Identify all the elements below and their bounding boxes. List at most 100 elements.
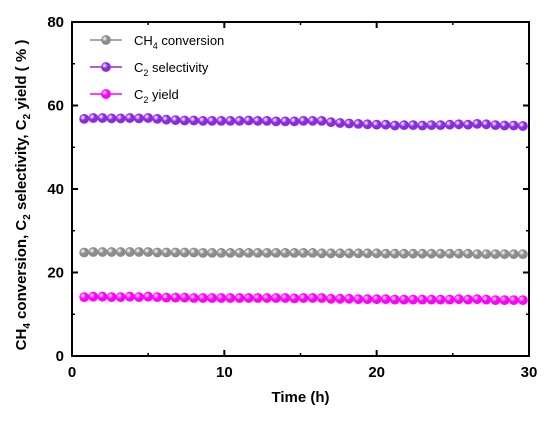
data-point-ch4-conversion bbox=[243, 247, 254, 258]
data-point-c2-selectivity bbox=[280, 116, 291, 127]
data-point-ch4-conversion bbox=[518, 249, 528, 259]
data-point-ch4-conversion bbox=[444, 248, 455, 259]
data-point-c2-yield bbox=[280, 293, 291, 303]
data-point-c2-yield bbox=[453, 294, 464, 305]
data-point-c2-selectivity bbox=[188, 115, 199, 126]
data-point-c2-yield bbox=[252, 293, 263, 303]
data-point-c2-yield bbox=[271, 293, 281, 303]
x-tick-label: 30 bbox=[521, 364, 538, 381]
legend-item-ch4-conversion: CH4 conversion bbox=[90, 33, 224, 51]
data-point-ch4-conversion bbox=[353, 248, 364, 259]
data-point-c2-yield bbox=[243, 293, 254, 303]
legend-marker bbox=[101, 35, 111, 45]
data-point-ch4-conversion bbox=[344, 248, 355, 259]
data-point-c2-selectivity bbox=[143, 113, 154, 123]
y-axis-title: CH4 conversion, C2 selectivity, C2 yield… bbox=[13, 40, 33, 351]
data-point-ch4-conversion bbox=[472, 249, 483, 259]
data-point-c2-yield bbox=[316, 293, 327, 303]
data-point-ch4-conversion bbox=[161, 247, 172, 258]
data-point-c2-yield bbox=[298, 293, 309, 303]
data-point-c2-yield bbox=[399, 294, 409, 305]
data-point-ch4-conversion bbox=[426, 248, 437, 259]
data-point-c2-selectivity bbox=[170, 115, 181, 125]
data-point-c2-selectivity bbox=[426, 120, 437, 130]
data-point-c2-yield bbox=[490, 295, 501, 305]
data-point-ch4-conversion bbox=[207, 247, 217, 258]
data-point-ch4-conversion bbox=[453, 248, 464, 259]
data-point-c2-yield bbox=[344, 293, 355, 304]
data-point-c2-yield bbox=[152, 292, 163, 302]
legend-label: C2 selectivity bbox=[134, 60, 209, 78]
data-point-c2-selectivity bbox=[463, 119, 473, 130]
data-point-c2-yield bbox=[518, 295, 528, 305]
data-point-ch4-conversion bbox=[389, 248, 400, 259]
data-point-c2-yield bbox=[106, 292, 117, 302]
data-point-c2-yield bbox=[143, 291, 154, 302]
data-point-c2-yield bbox=[79, 292, 90, 302]
data-point-c2-yield bbox=[426, 294, 437, 305]
data-point-c2-yield bbox=[289, 293, 300, 304]
data-point-c2-selectivity bbox=[417, 120, 428, 131]
data-point-ch4-conversion bbox=[362, 248, 373, 259]
data-point-c2-yield bbox=[499, 295, 510, 305]
data-point-c2-yield bbox=[389, 294, 400, 305]
data-point-c2-selectivity bbox=[97, 113, 108, 123]
data-point-ch4-conversion bbox=[380, 248, 391, 259]
series-ch4-conversion bbox=[79, 247, 528, 259]
y-tick-label: 0 bbox=[56, 348, 64, 365]
data-point-c2-yield bbox=[307, 293, 318, 303]
series-layer bbox=[79, 113, 528, 305]
data-point-c2-yield bbox=[380, 294, 391, 305]
data-point-c2-selectivity bbox=[198, 116, 208, 126]
data-point-ch4-conversion bbox=[316, 248, 327, 259]
data-point-ch4-conversion bbox=[307, 247, 318, 258]
x-tick-label: 10 bbox=[216, 364, 233, 381]
data-point-c2-selectivity bbox=[271, 116, 281, 127]
data-point-c2-selectivity bbox=[307, 116, 318, 126]
data-point-ch4-conversion bbox=[481, 249, 492, 259]
data-point-c2-selectivity bbox=[335, 118, 345, 128]
data-point-c2-selectivity bbox=[472, 119, 483, 129]
data-point-c2-selectivity bbox=[353, 119, 364, 129]
data-point-ch4-conversion bbox=[408, 248, 419, 259]
series-c2-selectivity bbox=[79, 113, 528, 131]
data-point-c2-yield bbox=[262, 293, 272, 303]
data-point-c2-yield bbox=[234, 293, 245, 303]
data-point-c2-selectivity bbox=[289, 116, 300, 127]
data-point-ch4-conversion bbox=[170, 247, 181, 258]
y-tick-label: 40 bbox=[47, 181, 64, 198]
data-point-ch4-conversion bbox=[134, 247, 144, 257]
data-point-c2-selectivity bbox=[234, 116, 245, 126]
data-point-c2-yield bbox=[472, 294, 483, 305]
data-point-ch4-conversion bbox=[115, 247, 126, 257]
data-point-c2-selectivity bbox=[490, 120, 501, 130]
data-point-c2-yield bbox=[508, 295, 519, 305]
data-point-c2-selectivity bbox=[134, 113, 144, 124]
data-point-c2-selectivity bbox=[161, 114, 172, 125]
data-point-c2-selectivity bbox=[518, 121, 528, 131]
data-point-c2-selectivity bbox=[124, 113, 135, 123]
data-point-c2-yield bbox=[463, 294, 473, 305]
data-point-c2-yield bbox=[444, 294, 455, 305]
data-point-c2-selectivity bbox=[243, 115, 254, 126]
data-point-c2-yield bbox=[408, 294, 419, 305]
data-point-c2-yield bbox=[353, 294, 364, 305]
y-tick-label: 80 bbox=[47, 14, 64, 31]
data-point-c2-selectivity bbox=[106, 113, 117, 124]
data-point-c2-yield bbox=[417, 294, 428, 305]
data-point-c2-selectivity bbox=[362, 119, 373, 130]
data-point-ch4-conversion bbox=[88, 247, 99, 257]
data-point-ch4-conversion bbox=[335, 248, 345, 259]
data-point-c2-selectivity bbox=[252, 116, 263, 126]
data-point-c2-selectivity bbox=[444, 119, 455, 130]
data-point-c2-selectivity bbox=[435, 120, 446, 130]
data-point-c2-yield bbox=[481, 294, 492, 305]
data-point-c2-selectivity bbox=[179, 115, 190, 126]
data-point-c2-selectivity bbox=[380, 119, 391, 130]
data-point-c2-selectivity bbox=[298, 116, 309, 126]
data-point-c2-selectivity bbox=[481, 119, 492, 130]
ticks-layer: 0 10 20 30 0 20 40 60 80 bbox=[47, 14, 537, 381]
data-point-ch4-conversion bbox=[216, 247, 227, 258]
data-point-ch4-conversion bbox=[79, 247, 90, 258]
